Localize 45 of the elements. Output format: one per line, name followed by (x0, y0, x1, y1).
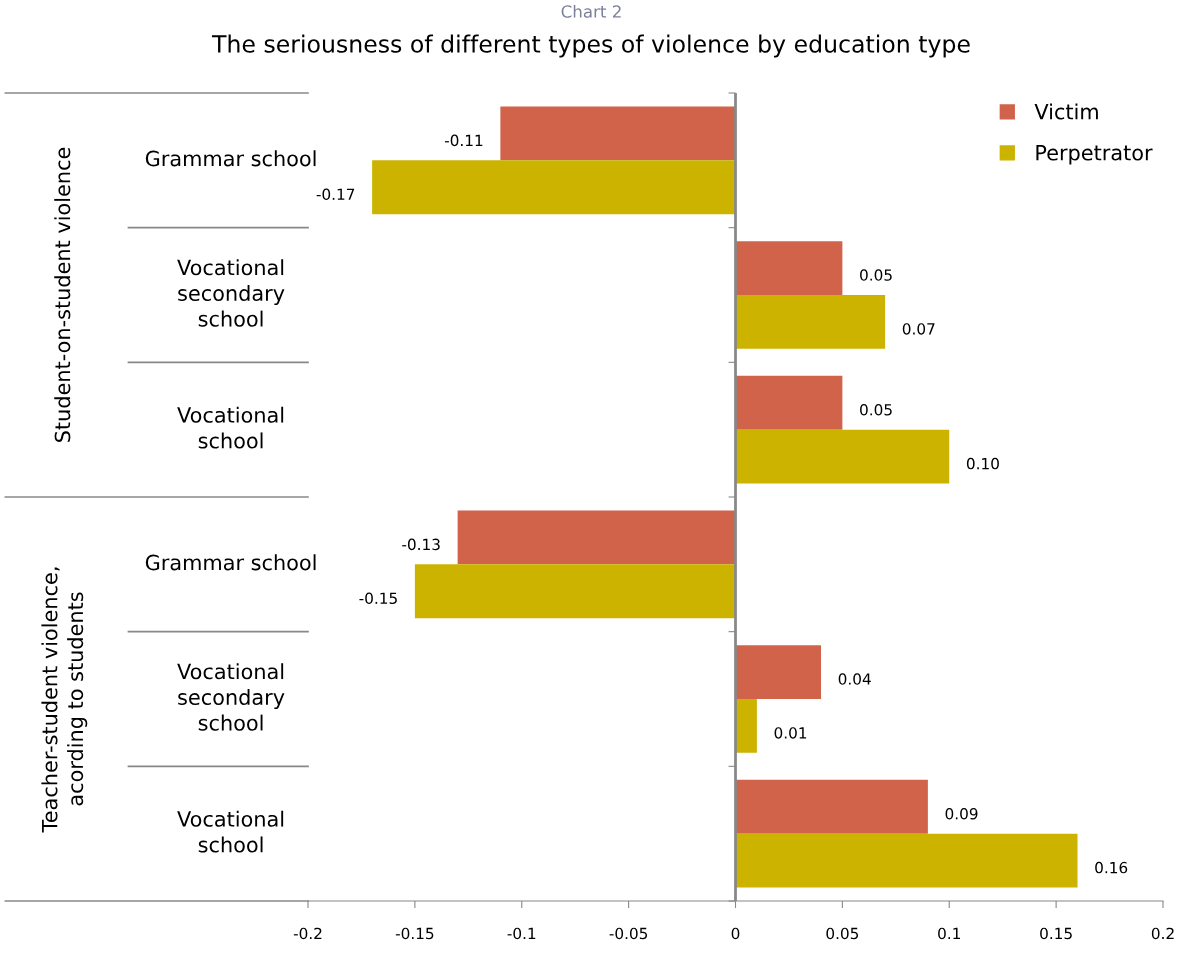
x-tick-label: 0.15 (1040, 927, 1072, 940)
data-label: -0.15 (359, 592, 397, 605)
bar (735, 833, 1078, 888)
chart-subtitle: Chart 2 (561, 4, 621, 18)
data-label: 0.05 (860, 403, 892, 416)
bar (735, 645, 821, 699)
data-label: 0.10 (966, 457, 999, 470)
y-tick-label: Grammar school (145, 554, 316, 571)
x-tick-label: 0.05 (826, 927, 859, 940)
legend-label: Perpetrator (1036, 145, 1153, 165)
y-tick-label: Grammar school (145, 150, 316, 167)
chart-title: The seriousness of different types of violence by education type (211, 34, 970, 58)
bar (735, 699, 757, 753)
data-label: 0.16 (1095, 861, 1128, 874)
data-label: 0.04 (838, 673, 871, 685)
data-label: 0.01 (774, 727, 807, 739)
legend-label: Victim (1034, 103, 1098, 120)
x-tick-label: -0.2 (293, 927, 322, 940)
x-tick-label: 0.2 (1151, 927, 1174, 940)
bar (457, 510, 736, 565)
data-label: -0.13 (402, 538, 440, 551)
data-label: 0.09 (945, 807, 978, 820)
data-label: 0.07 (902, 323, 935, 335)
bar (735, 295, 886, 349)
text: Teacher-student violence, acording to students (41, 567, 88, 833)
x-tick-label: -0.05 (609, 927, 648, 940)
x-tick-label: -0.15 (395, 927, 434, 940)
bar (735, 779, 928, 834)
bar (735, 375, 843, 430)
x-tick-label: 0.1 (938, 927, 960, 940)
y-tick-label: Vocational secondary school (177, 259, 285, 327)
bar (735, 241, 843, 295)
bar (500, 106, 736, 161)
y-tick-label: Vocational school (177, 406, 284, 449)
y-tick-label: Vocational school (177, 810, 284, 853)
bar (372, 160, 736, 215)
bar (735, 429, 950, 484)
x-tick-label: -0.1 (507, 927, 536, 940)
bar (414, 564, 736, 619)
data-label: 0.05 (860, 269, 892, 281)
x-tick-label: 0 (731, 927, 740, 940)
y-tick-label: Vocational secondary school (177, 663, 285, 731)
data-label: -0.11 (444, 134, 483, 147)
text: Student-on-student violence (54, 147, 71, 442)
data-label: -0.17 (316, 188, 355, 201)
